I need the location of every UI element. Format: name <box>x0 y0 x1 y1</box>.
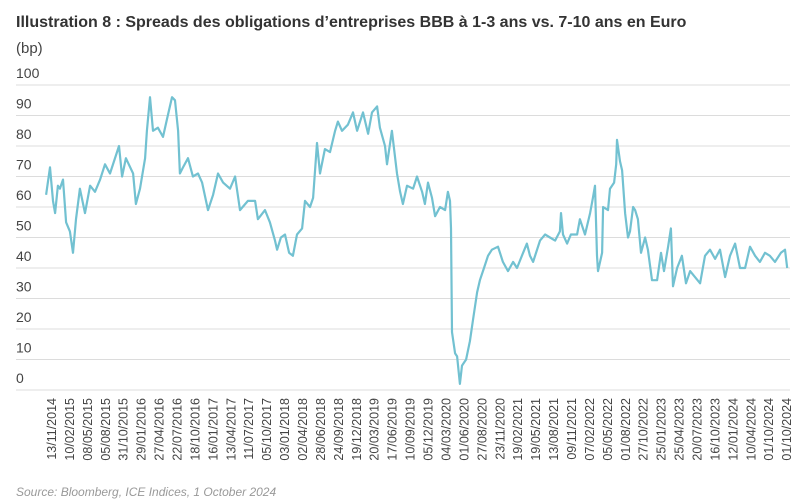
x-axis-ticks: 13/11/2014 10/02/2015 08/05/2015 05/08/2015… <box>45 398 794 461</box>
y-axis-unit-label: (bp) <box>16 40 43 57</box>
x-tick-label: 16/01/2017 <box>206 398 220 461</box>
x-tick-label: 05/08/2015 <box>99 398 113 461</box>
x-tick-label: 25/01/2023 <box>655 398 669 461</box>
x-tick-label: 03/01/2018 <box>278 398 292 461</box>
x-tick-label: 22/07/2016 <box>171 398 185 461</box>
x-tick-label: 01/06/2020 <box>457 398 471 461</box>
y-tick-label: 40 <box>16 248 32 264</box>
x-tick-label: 25/04/2023 <box>673 398 687 461</box>
x-tick-label: 02/04/2018 <box>296 398 310 461</box>
gridlines <box>16 84 790 391</box>
x-tick-label: 27/04/2016 <box>153 398 167 461</box>
y-tick-label: 50 <box>16 218 32 234</box>
x-tick-label: 17/06/2019 <box>386 398 400 461</box>
x-tick-label: 10/02/2015 <box>63 398 77 461</box>
y-tick-label: 20 <box>16 309 32 325</box>
x-tick-label: 19/05/2021 <box>529 398 543 461</box>
y-axis-ticks: 0 10 20 30 40 50 60 70 80 90 100 <box>16 65 40 386</box>
chart-title: Illustration 8 : Spreads des obligations… <box>16 14 687 31</box>
y-tick-label: 10 <box>16 340 32 356</box>
x-tick-label: 29/01/2016 <box>135 398 149 461</box>
x-tick-label: 10/04/2024 <box>744 398 758 461</box>
x-tick-label: 08/05/2015 <box>81 398 95 461</box>
x-tick-label: 18/10/2016 <box>188 398 202 461</box>
y-tick-label: 0 <box>16 370 24 386</box>
source-note: Source: Bloomberg, ICE Indices, 1 Octobe… <box>16 485 276 499</box>
x-tick-label: 24/09/2018 <box>332 398 346 461</box>
x-tick-label: 01/08/2022 <box>619 398 633 461</box>
x-tick-label: 31/10/2015 <box>117 398 131 461</box>
x-tick-label: 01/10/2024 <box>780 398 794 461</box>
x-tick-label: 05/05/2022 <box>601 398 615 461</box>
y-tick-label: 100 <box>16 65 40 81</box>
x-tick-label: 19/02/2021 <box>511 398 525 461</box>
x-tick-label: 13/08/2021 <box>547 398 561 461</box>
x-tick-label: 09/11/2021 <box>565 398 579 460</box>
y-tick-label: 90 <box>16 96 32 112</box>
x-tick-label: 27/10/2022 <box>637 398 651 461</box>
x-tick-label: 10/09/2019 <box>404 398 418 461</box>
y-tick-label: 80 <box>16 126 32 142</box>
x-tick-label: 07/02/2022 <box>583 398 597 461</box>
x-tick-label: 11/07/2017 <box>242 398 256 460</box>
x-tick-label: 19/12/2018 <box>350 398 364 461</box>
y-tick-label: 70 <box>16 157 32 173</box>
x-tick-label: 20/03/2019 <box>368 398 382 461</box>
series-line <box>45 96 789 385</box>
x-tick-label: 13/04/2017 <box>224 398 238 461</box>
x-tick-label: 01/10/2024 <box>762 398 776 461</box>
x-tick-label: 12/01/2024 <box>726 398 740 461</box>
x-tick-label: 20/07/2023 <box>690 398 704 461</box>
x-tick-label: 28/06/2018 <box>314 398 328 461</box>
y-tick-label: 30 <box>16 279 32 295</box>
y-tick-label: 60 <box>16 187 32 203</box>
x-tick-label: 23/11/2020 <box>493 398 507 460</box>
x-tick-label: 05/10/2017 <box>260 398 274 461</box>
x-tick-label: 27/08/2020 <box>475 398 489 461</box>
x-tick-label: 05/12/2019 <box>422 398 436 461</box>
x-tick-label: 13/11/2014 <box>45 398 59 460</box>
x-tick-label: 04/03/2020 <box>439 398 453 461</box>
x-tick-label: 16/10/2023 <box>708 398 722 461</box>
